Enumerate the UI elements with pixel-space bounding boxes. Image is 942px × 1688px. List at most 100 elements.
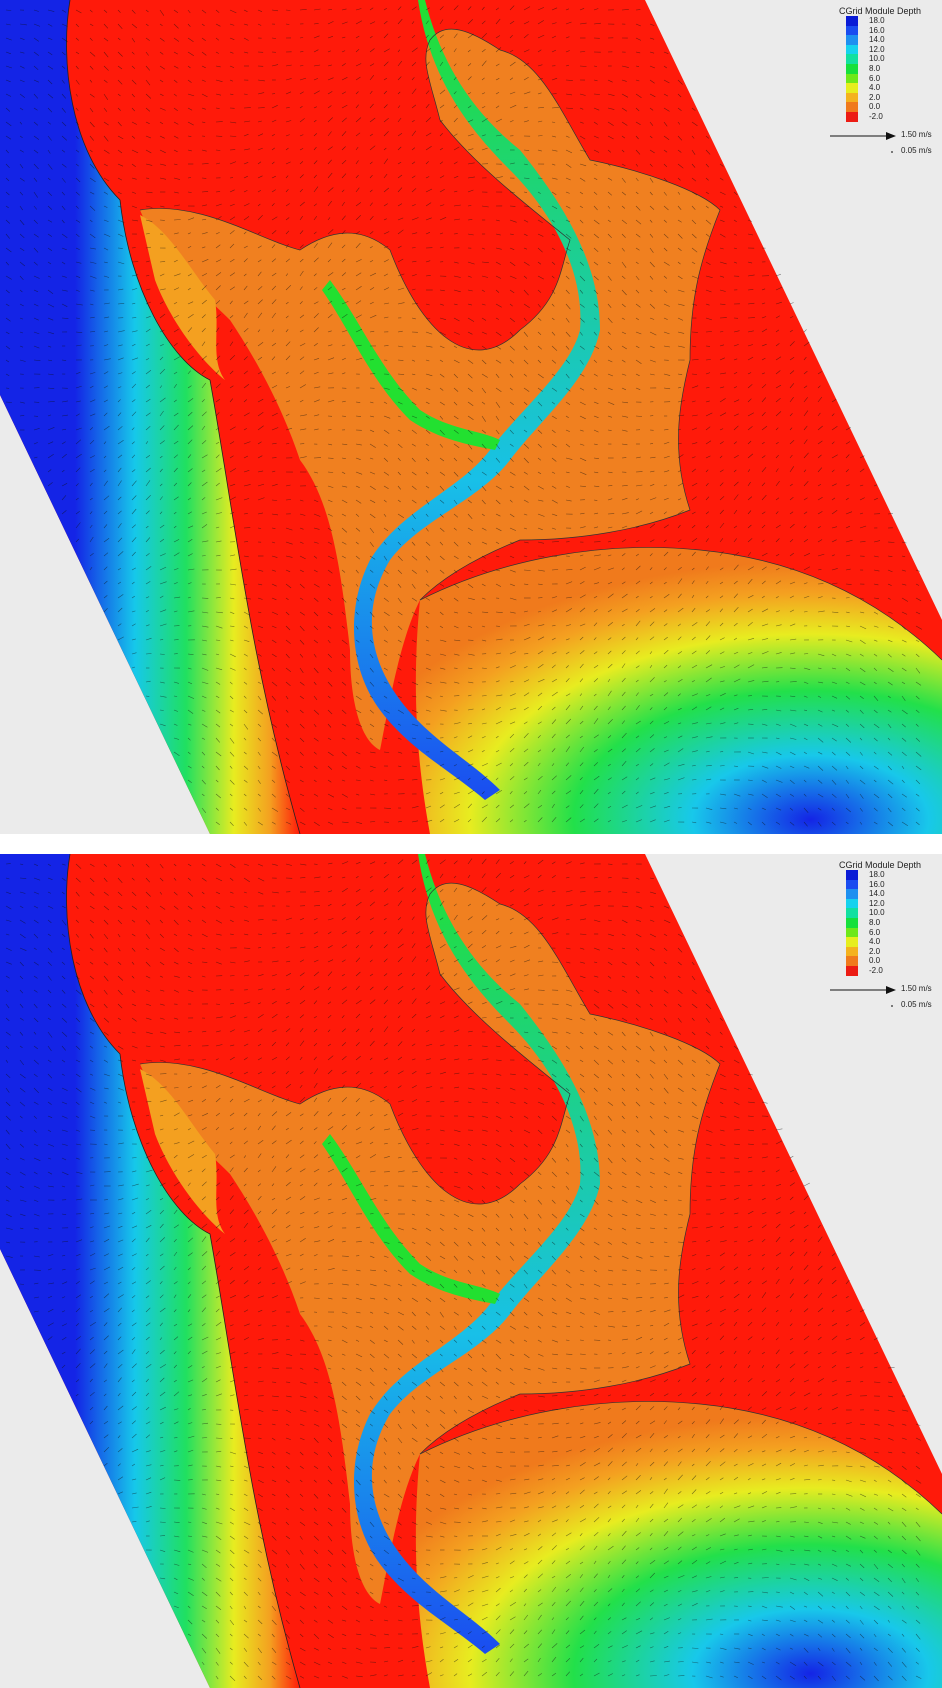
velocity-vector — [579, 471, 587, 475]
velocity-vector — [579, 65, 587, 67]
velocity-vector — [677, 748, 684, 753]
velocity-vector — [481, 959, 488, 963]
velocity-vector — [635, 580, 641, 585]
velocity-vector — [691, 1129, 697, 1132]
velocity-vector — [327, 555, 335, 560]
velocity-vector — [173, 287, 180, 291]
velocity-vector — [509, 91, 516, 95]
velocity-vector — [705, 1255, 710, 1257]
velocity-vector — [803, 397, 808, 403]
velocity-vector — [145, 933, 150, 939]
velocity-vector — [411, 653, 418, 658]
velocity-vector — [61, 1240, 69, 1243]
velocity-vector — [523, 415, 527, 419]
velocity-vector — [453, 499, 458, 505]
velocity-vector — [803, 653, 809, 655]
velocity-vector — [313, 931, 319, 935]
velocity-vector — [677, 414, 685, 417]
velocity-vector — [761, 425, 768, 431]
velocity-vector — [257, 988, 263, 991]
velocity-vector — [383, 1015, 387, 1019]
velocity-vector — [411, 639, 417, 643]
velocity-vector — [75, 427, 82, 431]
velocity-vector — [131, 961, 135, 965]
velocity-vector — [719, 622, 724, 627]
velocity-vector — [467, 916, 473, 921]
velocity-vector — [313, 611, 319, 617]
velocity-vector — [285, 765, 291, 771]
velocity-vector — [327, 344, 333, 347]
velocity-vector — [285, 134, 290, 137]
velocity-vector — [453, 1100, 459, 1103]
velocity-vector — [439, 1213, 445, 1217]
velocity-vector — [481, 331, 487, 335]
velocity-vector — [453, 1199, 460, 1203]
velocity-vector — [229, 243, 235, 249]
velocity-vector — [467, 317, 475, 322]
velocity-vector — [523, 761, 529, 767]
velocity-vector — [355, 344, 362, 347]
velocity-vector — [117, 1294, 124, 1299]
velocity-vector — [593, 554, 601, 557]
velocity-vector — [733, 494, 739, 501]
velocity-vector — [439, 943, 446, 949]
velocity-vector — [271, 723, 277, 728]
velocity-vector — [789, 652, 796, 655]
velocity-vector — [705, 1003, 712, 1010]
velocity-vector — [131, 567, 136, 571]
velocity-vector — [579, 663, 584, 669]
velocity-vector — [523, 653, 529, 655]
velocity-vector — [327, 330, 332, 333]
velocity-vector — [607, 975, 612, 979]
velocity-vector — [537, 1101, 545, 1105]
velocity-vector — [19, 1227, 24, 1230]
velocity-vector — [467, 33, 474, 39]
velocity-vector — [523, 637, 531, 641]
velocity-vector — [775, 524, 781, 529]
velocity-vector — [173, 975, 180, 978]
velocity-vector — [691, 1031, 696, 1036]
velocity-vector — [775, 301, 782, 305]
velocity-vector — [383, 1099, 389, 1103]
velocity-vector — [481, 1002, 487, 1005]
velocity-vector — [803, 1264, 809, 1271]
velocity-vector — [131, 638, 136, 641]
velocity-vector — [537, 932, 544, 935]
velocity-vector — [453, 555, 459, 560]
velocity-vector — [285, 484, 291, 487]
velocity-vector — [439, 1269, 446, 1274]
velocity-vector — [425, 103, 430, 109]
velocity-vector — [257, 1281, 262, 1285]
velocity-vector — [103, 399, 108, 403]
velocity-vector — [579, 1255, 583, 1259]
velocity-vector — [467, 1199, 474, 1203]
velocity-vector — [355, 1170, 361, 1173]
velocity-vector — [411, 973, 415, 977]
velocity-vector — [285, 917, 292, 921]
velocity-vector — [159, 261, 166, 263]
velocity-vector — [481, 415, 486, 422]
velocity-vector — [33, 456, 38, 459]
velocity-vector — [719, 398, 726, 403]
velocity-vector — [285, 1083, 292, 1089]
velocity-vector — [117, 947, 121, 952]
velocity-vector — [481, 513, 485, 517]
velocity-vector — [663, 205, 669, 211]
velocity-vector — [509, 747, 515, 753]
velocity-vector — [719, 751, 724, 753]
velocity-vector — [341, 485, 348, 488]
velocity-vector — [341, 1070, 347, 1075]
velocity-vector — [523, 6, 531, 11]
velocity-vector — [103, 595, 108, 599]
velocity-vector — [397, 429, 402, 432]
velocity-vector — [117, 1059, 124, 1062]
velocity-vector — [117, 107, 121, 111]
velocity-vector — [761, 651, 769, 655]
velocity-vector — [201, 121, 206, 123]
velocity-vector — [467, 289, 473, 292]
velocity-vector — [663, 567, 667, 571]
velocity-vector — [145, 525, 149, 529]
velocity-vector — [201, 79, 206, 82]
velocity-vector — [621, 191, 626, 196]
velocity-vector — [649, 891, 656, 894]
